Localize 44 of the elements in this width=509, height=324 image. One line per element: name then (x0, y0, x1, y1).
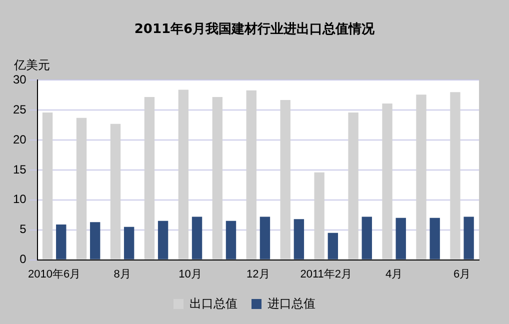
y-tick-label: 20 (12, 132, 27, 146)
bar (110, 124, 121, 260)
x-tick-label: 2010年6月 (28, 268, 81, 280)
bar (396, 218, 406, 260)
y-tick-label: 25 (12, 102, 27, 116)
x-tick-label: 12月 (246, 268, 270, 280)
legend-label: 进口总值 (268, 296, 316, 310)
bar (348, 112, 358, 260)
y-tick-label: 0 (20, 252, 27, 266)
bar (192, 216, 202, 260)
bar (280, 100, 290, 260)
bar (362, 216, 372, 260)
bar (314, 172, 324, 260)
bar (430, 218, 440, 260)
bar (450, 92, 460, 260)
legend-label: 出口总值 (190, 296, 238, 310)
y-axis-title: 亿美元 (14, 57, 50, 74)
y-tick-label: 10 (12, 192, 27, 206)
bar (246, 90, 256, 260)
bar (76, 118, 87, 260)
chart-title: 2011年6月我国建材行业进出口总值情况 (133, 21, 376, 38)
x-tick-label: 4月 (386, 268, 403, 280)
bar (42, 112, 53, 260)
bar (124, 226, 134, 260)
bar (56, 224, 66, 260)
bar (260, 216, 270, 260)
y-tick-label: 15 (12, 162, 27, 176)
bar (212, 96, 222, 260)
x-tick-label: 8月 (114, 268, 131, 280)
bar (144, 96, 155, 260)
y-tick-label: 30 (12, 72, 27, 87)
x-tick-label: 6月 (453, 268, 471, 280)
bar (382, 104, 392, 260)
bar (178, 90, 189, 260)
bar (90, 222, 100, 260)
bar (226, 220, 236, 260)
bar (158, 220, 168, 260)
x-tick-label: 2011年2月 (300, 268, 352, 280)
bar (416, 94, 426, 260)
bar (328, 232, 338, 260)
x-tick-label: 10月 (178, 268, 202, 280)
bar (464, 216, 474, 260)
bar (294, 219, 304, 260)
y-tick-label: 5 (20, 222, 27, 236)
